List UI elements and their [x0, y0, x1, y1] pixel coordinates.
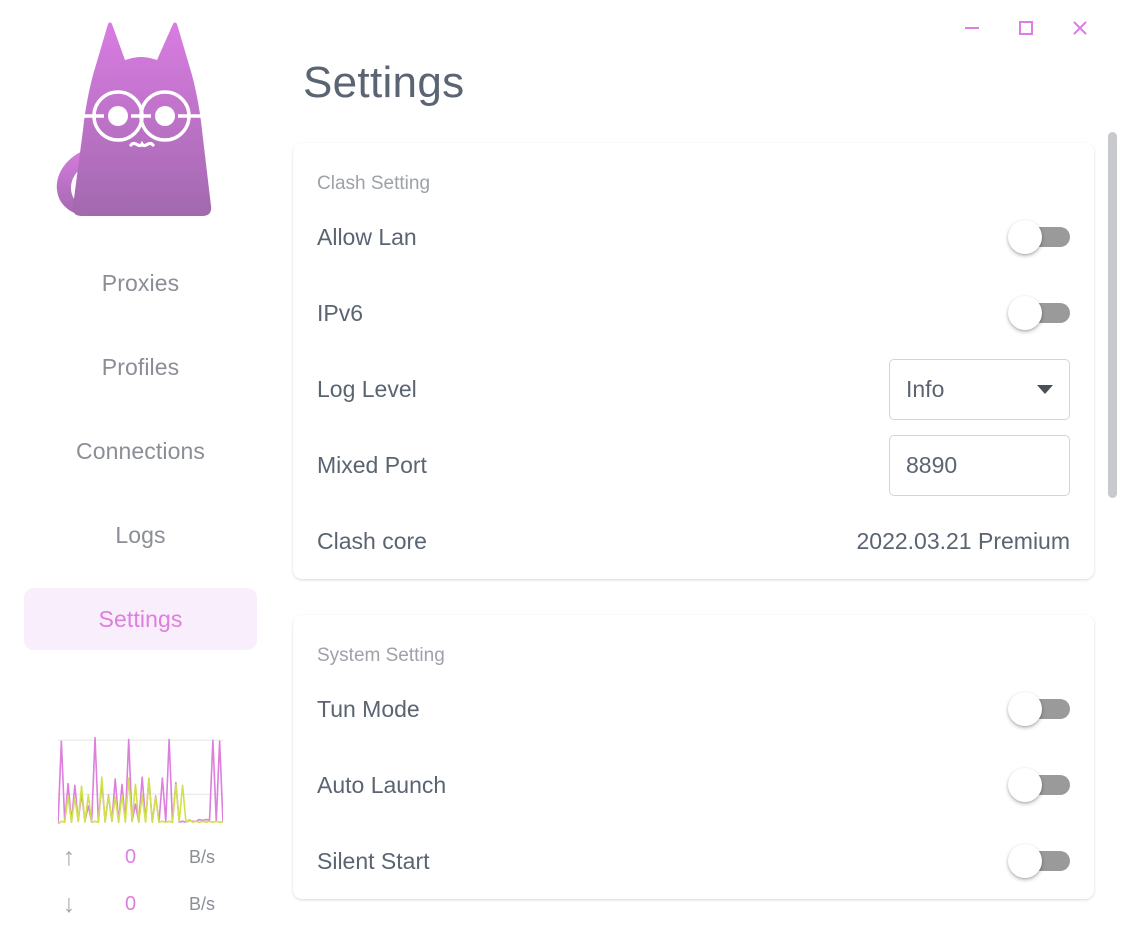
log-level-value: Info [906, 375, 945, 402]
toggle-thumb [1008, 220, 1042, 254]
download-value: 0 [124, 893, 137, 915]
sidebar-item-logs[interactable]: Logs [24, 504, 257, 566]
setting-label: Allow Lan [317, 223, 417, 250]
toggle-thumb [1008, 768, 1042, 802]
setting-label: Clash core [317, 527, 427, 554]
clash-setting-card: Clash Setting Allow Lan IPv6 [293, 143, 1094, 579]
sidebar-item-label: Connections [76, 437, 205, 464]
download-unit: B/s [188, 894, 215, 914]
setting-row-log-level: Log Level Info [317, 351, 1070, 427]
sidebar-nav: Proxies Profiles Connections Logs Settin… [0, 252, 281, 672]
clash-setting-title: Clash Setting [317, 173, 431, 194]
toggle-thumb [1008, 844, 1042, 878]
setting-label: Silent Start [317, 847, 430, 874]
setting-row-tun-mode: Tun Mode [317, 671, 1070, 747]
sidebar-item-settings[interactable]: Settings [24, 588, 257, 650]
maximize-icon [1015, 17, 1037, 39]
sidebar-item-label: Proxies [101, 269, 180, 296]
mixed-port-value: 8890 [906, 451, 958, 478]
sidebar: Proxies Profiles Connections Logs Settin… [0, 0, 281, 937]
traffic-widget: ↑ 0 B/s ↓ 0 B/s [24, 734, 257, 918]
settings-scroll-area: Clash Setting Allow Lan IPv6 [281, 128, 1124, 937]
sidebar-item-profiles[interactable]: Profiles [24, 336, 257, 398]
auto-launch-toggle[interactable] [1008, 766, 1070, 804]
app-logo [41, 18, 241, 226]
log-level-select[interactable]: Info [889, 358, 1070, 420]
scrollbar-thumb[interactable] [1108, 132, 1117, 498]
setting-row-allow-lan: Allow Lan [317, 199, 1070, 275]
silent-start-toggle[interactable] [1008, 842, 1070, 880]
setting-row-clash-core: Clash core 2022.03.21 Premium [317, 503, 1070, 579]
clash-core-version: 2022.03.21 Premium [856, 527, 1070, 554]
setting-row-auto-launch: Auto Launch [317, 747, 1070, 823]
setting-row-mixed-port: Mixed Port 8890 [317, 427, 1070, 503]
sidebar-item-label: Profiles [101, 353, 180, 380]
toggle-thumb [1008, 296, 1042, 330]
setting-label: Mixed Port [317, 451, 427, 478]
setting-label: Auto Launch [317, 771, 447, 798]
setting-label: IPv6 [317, 299, 364, 326]
chevron-down-icon [1037, 384, 1053, 394]
sidebar-item-connections[interactable]: Connections [24, 420, 257, 482]
download-arrow-icon: ↓ [62, 889, 76, 918]
system-setting-card: System Setting Tun Mode Auto Launch [293, 615, 1094, 899]
upload-value: 0 [124, 846, 137, 868]
upload-stat-row: ↑ 0 B/s [48, 843, 233, 871]
scrollbar[interactable] [1108, 128, 1117, 929]
toggle-thumb [1008, 692, 1042, 726]
upload-unit: B/s [188, 847, 215, 867]
allow-lan-toggle[interactable] [1008, 218, 1070, 256]
cat-logo-icon [41, 18, 241, 226]
mixed-port-input[interactable]: 8890 [889, 434, 1070, 496]
minimize-icon [961, 17, 983, 39]
setting-row-ipv6: IPv6 [317, 275, 1070, 351]
minimize-button[interactable] [950, 10, 994, 46]
traffic-chart-svg [58, 734, 223, 824]
sidebar-item-label: Settings [98, 605, 183, 632]
maximize-button[interactable] [1004, 10, 1048, 46]
sidebar-item-label: Logs [115, 521, 166, 548]
close-button[interactable] [1058, 10, 1102, 46]
main-content: Settings Clash Setting Allow Lan IPv6 [281, 0, 1124, 937]
system-setting-title: System Setting [317, 645, 445, 666]
traffic-chart [58, 734, 223, 824]
ipv6-toggle[interactable] [1008, 294, 1070, 332]
setting-row-silent-start: Silent Start [317, 823, 1070, 899]
sidebar-item-proxies[interactable]: Proxies [24, 252, 257, 314]
download-stat-row: ↓ 0 B/s [48, 890, 233, 918]
setting-label: Log Level [317, 375, 417, 402]
tun-mode-toggle[interactable] [1008, 690, 1070, 728]
close-icon [1069, 17, 1091, 39]
page-title: Settings [303, 58, 465, 107]
upload-arrow-icon: ↑ [62, 842, 76, 871]
window-titlebar [281, 0, 1124, 56]
setting-label: Tun Mode [317, 695, 420, 722]
